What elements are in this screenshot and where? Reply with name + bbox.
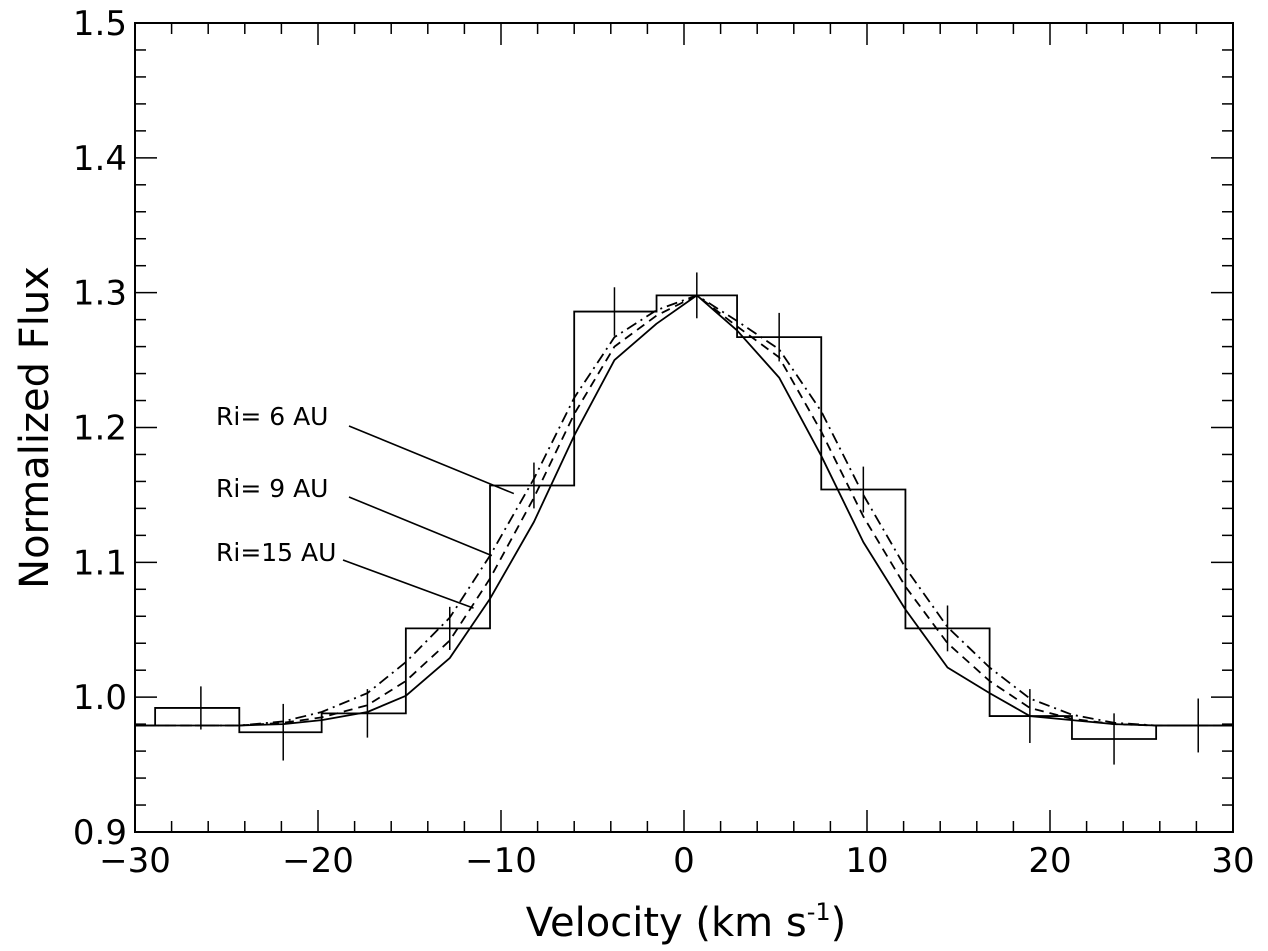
observed-spectrum-histogram	[135, 294, 1233, 740]
x-tick-label: 10	[845, 841, 888, 881]
y-tick-label: 1.1	[73, 543, 127, 583]
x-axis-title-main: Velocity (km s	[526, 900, 807, 946]
annotation-label: Ri= 6 AU	[216, 402, 328, 431]
x-tick-label: −30	[99, 841, 171, 881]
annotation-leader	[348, 496, 493, 557]
axis-tick-labels: −30 −20 −10 0 10 20 30 0.9 1.0 1.1 1.2 1.3 1.4 1.5	[73, 4, 1255, 881]
y-axis-title: Normalized Flux	[12, 266, 58, 589]
x-tick-label: 20	[1028, 841, 1071, 881]
model-curve-dash-dot	[135, 294, 1233, 727]
plot-frame	[134, 22, 1234, 833]
x-tick-label: 30	[1211, 841, 1254, 881]
model-curve-dashed	[135, 294, 1233, 727]
y-tick-label: 1.5	[73, 4, 127, 44]
y-tick-label: 1.3	[73, 274, 127, 314]
x-axis-title-close: )	[831, 900, 847, 946]
x-axis-title: Velocity (km s-1)	[526, 898, 846, 946]
y-tick-label: 1.4	[73, 139, 127, 179]
histogram-steps	[135, 294, 1233, 740]
error-bars	[200, 272, 1199, 765]
annotation-label: Ri=15 AU	[216, 538, 336, 567]
annotation-leader	[342, 559, 474, 609]
x-tick-label: 0	[673, 841, 695, 881]
y-tick-label: 1.0	[73, 678, 127, 718]
curve-annotations: Ri= 6 AU Ri= 9 AU Ri=15 AU	[216, 402, 515, 609]
annotation-leader	[348, 425, 515, 495]
x-tick-label: −20	[282, 841, 354, 881]
model-curves	[135, 294, 1233, 727]
x-tick-label: −10	[465, 841, 537, 881]
model-curve-solid	[135, 294, 1233, 727]
x-axis-title-superscript: -1	[807, 898, 831, 926]
annotation-label: Ri= 9 AU	[216, 474, 328, 503]
y-tick-label: 1.2	[73, 409, 127, 449]
y-tick-label: 0.9	[73, 813, 127, 853]
